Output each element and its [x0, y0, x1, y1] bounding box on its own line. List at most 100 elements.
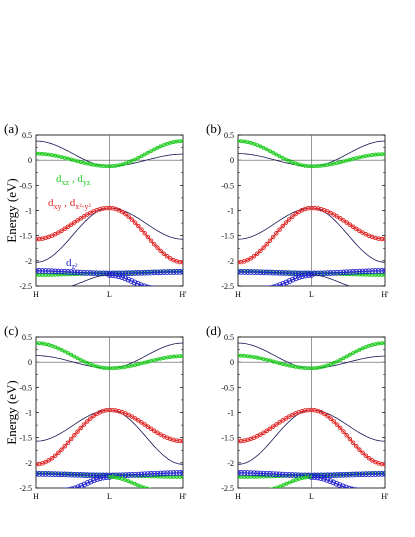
panel-label: (b)	[206, 121, 221, 136]
band-point	[155, 145, 160, 150]
band-point	[261, 430, 266, 436]
band-point	[145, 486, 149, 488]
band-point	[87, 472, 94, 479]
band-blue-5	[36, 268, 183, 277]
annotation-part: xz	[62, 178, 70, 187]
band-point	[93, 270, 100, 277]
band-point	[161, 251, 167, 256]
band-point	[129, 472, 135, 478]
band-point	[267, 471, 273, 477]
band-point	[244, 470, 251, 476]
band-point	[290, 160, 295, 165]
band-point	[289, 270, 296, 277]
band-point	[318, 475, 324, 481]
band-point	[123, 478, 128, 482]
band-point	[270, 424, 276, 429]
band-point	[330, 479, 337, 486]
band-point	[277, 154, 282, 159]
band-point	[135, 471, 142, 478]
band-point	[155, 245, 160, 250]
band-point	[62, 444, 68, 449]
band-point	[68, 471, 75, 478]
orbital-annotation: dxz , dyz	[56, 173, 91, 187]
x-tick-label: H'	[381, 290, 389, 299]
band-point	[338, 357, 343, 362]
band-point	[170, 470, 177, 476]
band-point	[353, 487, 358, 488]
band-point	[305, 272, 312, 278]
band-point	[268, 285, 273, 286]
panel-b: (b) 0.5 0 -0.5 -1 -1.5 -2 -2.5H L H'	[206, 121, 389, 299]
band-point	[264, 242, 270, 247]
y-tick-label: -0.5	[221, 181, 234, 190]
band-point	[84, 472, 90, 478]
band-point	[142, 152, 147, 157]
band-point	[283, 416, 289, 421]
band-point	[383, 152, 385, 157]
band-point	[78, 216, 83, 221]
band-point	[266, 285, 270, 286]
x-tick-label: H	[33, 290, 39, 299]
band-point	[266, 489, 269, 492]
band-point	[335, 359, 340, 364]
band-point	[148, 269, 154, 276]
band-point	[351, 351, 355, 356]
band-point	[78, 482, 85, 488]
band-line	[274, 476, 312, 488]
band-point	[75, 356, 80, 361]
band-point	[382, 268, 385, 274]
band-blue-7	[308, 474, 363, 488]
band-point	[181, 268, 183, 273]
band-point	[343, 269, 350, 276]
band-point	[65, 471, 71, 478]
y-tick-label: -2	[227, 459, 234, 468]
band-point	[284, 481, 289, 486]
y-tick-label: -0.5	[19, 181, 32, 190]
band-point	[145, 424, 151, 429]
band-point	[338, 216, 343, 221]
band-point	[75, 218, 80, 223]
band-point	[274, 152, 279, 157]
band-point	[75, 484, 81, 488]
band-point	[93, 472, 100, 479]
band-point	[349, 486, 355, 488]
band-point	[132, 481, 137, 486]
band-point	[167, 269, 174, 275]
band-blue-6	[61, 474, 113, 488]
band-point	[363, 453, 369, 458]
band-point	[283, 471, 289, 478]
band-point	[160, 269, 167, 276]
band-point	[272, 486, 276, 488]
annotation-part: d	[48, 197, 54, 209]
band-point	[134, 280, 141, 286]
band-point	[149, 149, 153, 154]
band-point	[88, 362, 93, 367]
band-point	[36, 268, 39, 274]
band-point	[145, 471, 151, 477]
band-point	[90, 477, 97, 484]
band-point	[49, 471, 55, 477]
band-point	[52, 268, 59, 275]
band-point	[158, 489, 161, 492]
band-point	[77, 472, 84, 478]
annotation-part: x²-y²	[75, 202, 91, 211]
band-point	[260, 470, 267, 477]
band-point	[274, 231, 279, 236]
band-point	[151, 285, 155, 286]
annotation-part: d	[56, 173, 62, 185]
band-point	[100, 474, 107, 481]
band-point	[260, 269, 267, 276]
band-point	[366, 456, 372, 461]
band-point	[72, 354, 77, 359]
band-point	[360, 450, 365, 456]
orbital-annotation: dz²	[66, 257, 78, 271]
band-point	[356, 471, 363, 478]
panel-a: (a) 0.50-0.5-1-1.5-2-2.5H L H'Energy (eV) dx…	[4, 121, 187, 299]
band-point	[375, 268, 382, 274]
band-point	[325, 413, 330, 419]
band-point	[148, 426, 154, 432]
annotation-part: yz	[83, 178, 91, 187]
band-point	[286, 270, 292, 276]
band-point	[161, 143, 166, 147]
band-point	[251, 269, 257, 275]
